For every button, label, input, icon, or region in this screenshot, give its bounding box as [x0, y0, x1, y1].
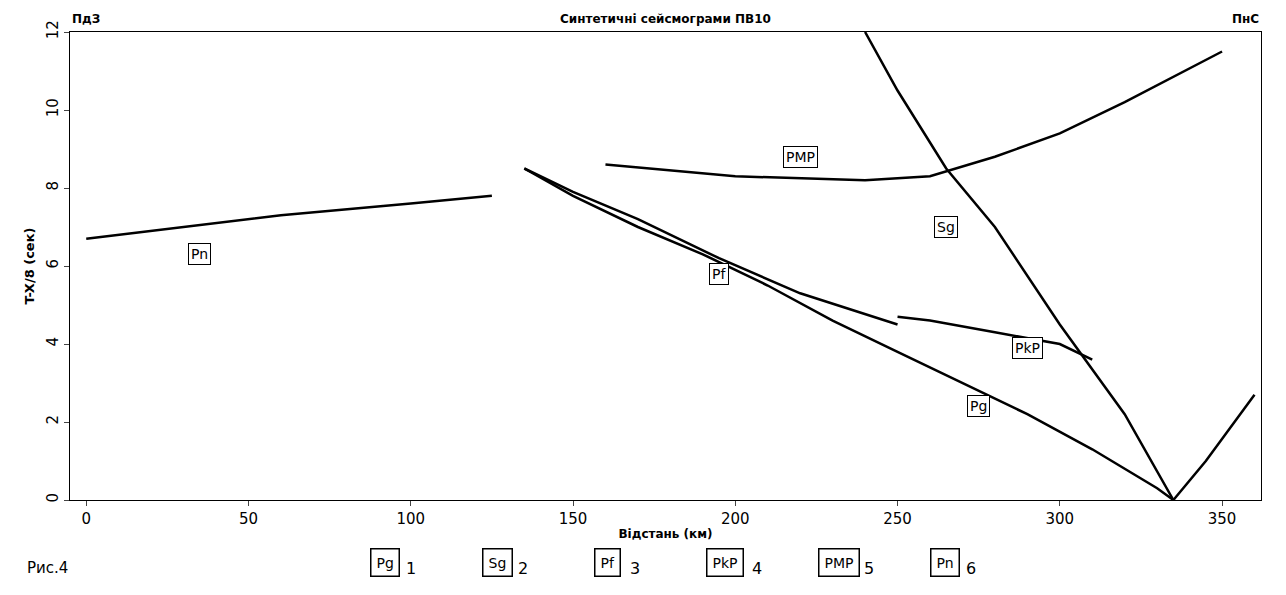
svg-text:Pf: Pf [601, 555, 615, 571]
svg-text:Рис.4: Рис.4 [27, 559, 68, 577]
svg-text:PkP: PkP [1015, 340, 1040, 356]
svg-text:Sg: Sg [937, 219, 955, 235]
svg-text:8: 8 [44, 181, 62, 191]
svg-text:PMP: PMP [825, 555, 854, 571]
svg-text:PMP: PMP [786, 149, 815, 165]
svg-text:2: 2 [44, 415, 62, 425]
svg-text:3: 3 [630, 559, 640, 578]
svg-text:Синтетичні сейсмограми ПВ10: Синтетичні сейсмограми ПВ10 [560, 12, 771, 26]
svg-text:Pn: Pn [937, 555, 954, 571]
svg-text:T-X/8 (сек): T-X/8 (сек) [22, 228, 37, 305]
svg-text:250: 250 [883, 510, 912, 528]
svg-text:6: 6 [966, 559, 976, 578]
svg-text:5: 5 [864, 559, 874, 578]
svg-text:6: 6 [44, 259, 62, 269]
svg-text:50: 50 [239, 510, 258, 528]
svg-text:300: 300 [1045, 510, 1074, 528]
svg-text:4: 4 [752, 559, 762, 578]
svg-text:Pf: Pf [712, 266, 726, 282]
svg-text:Відстань (км): Відстань (км) [618, 527, 712, 541]
svg-text:10: 10 [44, 98, 62, 117]
svg-text:0: 0 [81, 510, 91, 528]
svg-text:350: 350 [1208, 510, 1237, 528]
svg-text:4: 4 [44, 337, 62, 347]
svg-text:0: 0 [44, 493, 62, 503]
svg-text:Pn: Pn [191, 246, 208, 262]
svg-text:Sg: Sg [489, 555, 507, 571]
svg-text:12: 12 [44, 20, 62, 39]
svg-text:ПнС: ПнС [1232, 12, 1259, 26]
svg-text:200: 200 [721, 510, 750, 528]
svg-text:PkP: PkP [713, 555, 738, 571]
svg-text:Pg: Pg [377, 555, 394, 571]
svg-text:Pg: Pg [970, 398, 987, 414]
svg-text:1: 1 [406, 559, 416, 578]
svg-text:ПдЗ: ПдЗ [72, 12, 100, 26]
svg-text:150: 150 [559, 510, 588, 528]
svg-text:2: 2 [518, 559, 528, 578]
svg-text:100: 100 [396, 510, 425, 528]
